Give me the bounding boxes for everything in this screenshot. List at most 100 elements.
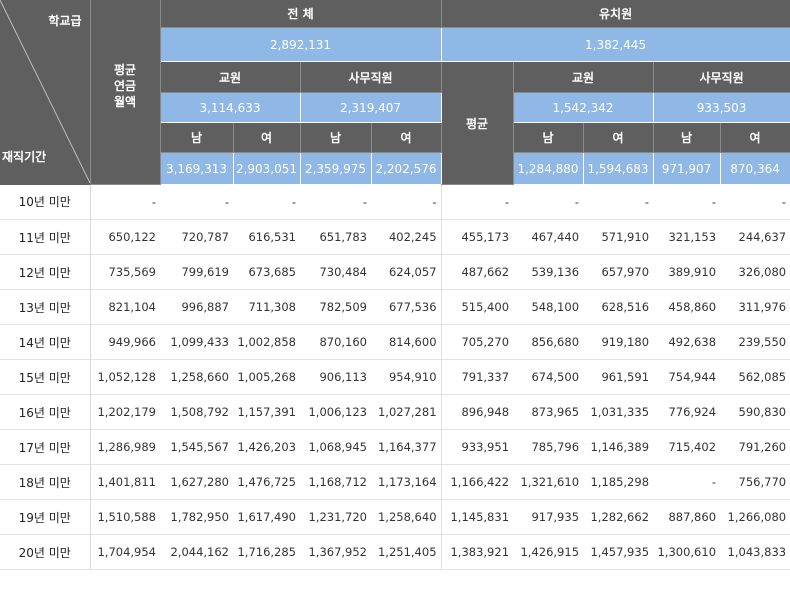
total-teacher-value: 3,114,633 bbox=[160, 92, 301, 123]
total-teacher-male-value: 3,169,313 bbox=[160, 152, 234, 185]
table-cell: 776,924 bbox=[653, 394, 721, 430]
table-cell: 887,860 bbox=[653, 499, 721, 535]
table-cell: 1,266,080 bbox=[720, 499, 790, 535]
row-label: 12년 미만 bbox=[0, 254, 91, 290]
table-row: 12년 미만 735,569 799,619 673,685 730,484 624,05… bbox=[0, 254, 790, 290]
table-cell: 677,536 bbox=[371, 289, 442, 325]
table-cell: 856,680 bbox=[513, 324, 584, 360]
total-overall: 2,892,131 bbox=[160, 27, 442, 62]
table-cell: 571,910 bbox=[583, 219, 654, 255]
kinder-staff-male-value: 971,907 bbox=[653, 152, 721, 185]
table-cell: 389,910 bbox=[653, 254, 721, 290]
avg-label-line1: 평균 bbox=[113, 62, 137, 77]
table-cell: 1,164,377 bbox=[371, 429, 442, 465]
total-teacher-female-value: 2,903,051 bbox=[233, 152, 301, 185]
table-cell: 1,068,945 bbox=[300, 429, 371, 465]
table-cell: 1,173,164 bbox=[371, 464, 442, 500]
table-cell: - bbox=[371, 184, 442, 220]
table-cell: 590,830 bbox=[720, 394, 790, 430]
table-cell: 814,600 bbox=[371, 324, 442, 360]
table-cell: 1,282,662 bbox=[583, 499, 654, 535]
table-row: 17년 미만 1,286,989 1,545,567 1,426,203 1,068,9… bbox=[0, 429, 790, 465]
table-cell: 1,782,950 bbox=[160, 499, 233, 535]
kinder-teacher-female-header: 여 bbox=[583, 122, 654, 153]
kinder-staff-male-header: 남 bbox=[653, 122, 721, 153]
table-cell: 1,286,989 bbox=[90, 429, 160, 465]
table-cell: 1,031,335 bbox=[583, 394, 654, 430]
kinder-staff-female-value: 870,364 bbox=[720, 152, 790, 185]
kinder-overall: 1,382,445 bbox=[441, 27, 790, 62]
table-cell: 311,976 bbox=[720, 289, 790, 325]
kinder-staff-female-header: 여 bbox=[720, 122, 790, 153]
table-cell: 562,085 bbox=[720, 359, 790, 395]
table-cell: 996,887 bbox=[160, 289, 233, 325]
table-row: 10년 미만 - - - - - - - - - - bbox=[0, 184, 790, 220]
table-cell: 1,043,833 bbox=[720, 534, 790, 570]
row-label: 17년 미만 bbox=[0, 429, 91, 465]
table-cell: 873,965 bbox=[513, 394, 584, 430]
table-cell: 821,104 bbox=[90, 289, 160, 325]
table-row: 13년 미만 821,104 996,887 711,308 782,509 677,53… bbox=[0, 289, 790, 325]
table-cell: 799,619 bbox=[160, 254, 233, 290]
table-cell: - bbox=[583, 184, 654, 220]
table-cell: 1,704,954 bbox=[90, 534, 160, 570]
table-cell: 919,180 bbox=[583, 324, 654, 360]
total-staff-female-value: 2,202,576 bbox=[371, 152, 442, 185]
table-cell: 705,270 bbox=[441, 324, 514, 360]
table-cell: 1,508,792 bbox=[160, 394, 233, 430]
kinder-teacher-female-value: 1,594,683 bbox=[583, 152, 654, 185]
table-cell: 1,251,405 bbox=[371, 534, 442, 570]
table-cell: 791,337 bbox=[441, 359, 514, 395]
table-cell: 492,638 bbox=[653, 324, 721, 360]
table-cell: 906,113 bbox=[300, 359, 371, 395]
table-cell: 1,145,831 bbox=[441, 499, 514, 535]
table-cell: 730,484 bbox=[300, 254, 371, 290]
table-cell: 1,185,298 bbox=[583, 464, 654, 500]
table-cell: 1,367,952 bbox=[300, 534, 371, 570]
table-cell: - bbox=[653, 184, 721, 220]
avg-pension-header: 평균 연금 월액 bbox=[90, 61, 161, 185]
table-cell: 326,080 bbox=[720, 254, 790, 290]
table-cell: 487,662 bbox=[441, 254, 514, 290]
table-cell: 1,627,280 bbox=[160, 464, 233, 500]
table-cell: - bbox=[513, 184, 584, 220]
table-cell: 1,716,285 bbox=[233, 534, 300, 570]
table-cell: - bbox=[90, 184, 160, 220]
table-row: 14년 미만 949,966 1,099,433 1,002,858 870,160 81… bbox=[0, 324, 790, 360]
table-cell: 539,136 bbox=[513, 254, 584, 290]
table-cell: 628,516 bbox=[583, 289, 654, 325]
row-label: 13년 미만 bbox=[0, 289, 91, 325]
table-cell: - bbox=[441, 184, 514, 220]
table-cell: 785,796 bbox=[513, 429, 584, 465]
total-teacher-male-header: 남 bbox=[160, 122, 234, 153]
table-cell: - bbox=[653, 464, 721, 500]
table-cell: 720,787 bbox=[160, 219, 233, 255]
table-row: 18년 미만 1,401,811 1,627,280 1,476,725 1,168,7… bbox=[0, 464, 790, 500]
table-cell: - bbox=[233, 184, 300, 220]
pension-table: 학교급 재직기간 전 체 유치원 2,892,131 1,382,445 평균 … bbox=[0, 0, 790, 570]
total-teacher-female-header: 여 bbox=[233, 122, 301, 153]
table-cell: 244,637 bbox=[720, 219, 790, 255]
table-cell: 515,400 bbox=[441, 289, 514, 325]
table-cell: 791,260 bbox=[720, 429, 790, 465]
table-cell: 1,401,811 bbox=[90, 464, 160, 500]
table-cell: 1,231,720 bbox=[300, 499, 371, 535]
corner-service-period: 재직기간 bbox=[2, 149, 47, 164]
avg-label-line2: 연금 bbox=[113, 78, 137, 93]
section-title-total: 전 체 bbox=[160, 0, 442, 28]
table-row: 11년 미만 650,122 720,787 616,531 651,783 402,24… bbox=[0, 219, 790, 255]
table-cell: 917,935 bbox=[513, 499, 584, 535]
total-staff-value: 2,319,407 bbox=[300, 92, 442, 123]
kinder-staff-header: 사무직원 bbox=[653, 61, 790, 93]
table-cell: 1,002,858 bbox=[233, 324, 300, 360]
table-cell: 548,100 bbox=[513, 289, 584, 325]
table-cell: - bbox=[720, 184, 790, 220]
table-cell: 1,166,422 bbox=[441, 464, 514, 500]
table-cell: 1,617,490 bbox=[233, 499, 300, 535]
table-row: 20년 미만 1,704,954 2,044,162 1,716,285 1,367,9… bbox=[0, 534, 790, 570]
table-cell: 1,202,179 bbox=[90, 394, 160, 430]
table-cell: 1,510,588 bbox=[90, 499, 160, 535]
avg-label-line3: 월액 bbox=[113, 94, 137, 109]
table-cell: 321,153 bbox=[653, 219, 721, 255]
table-cell: 1,168,712 bbox=[300, 464, 371, 500]
